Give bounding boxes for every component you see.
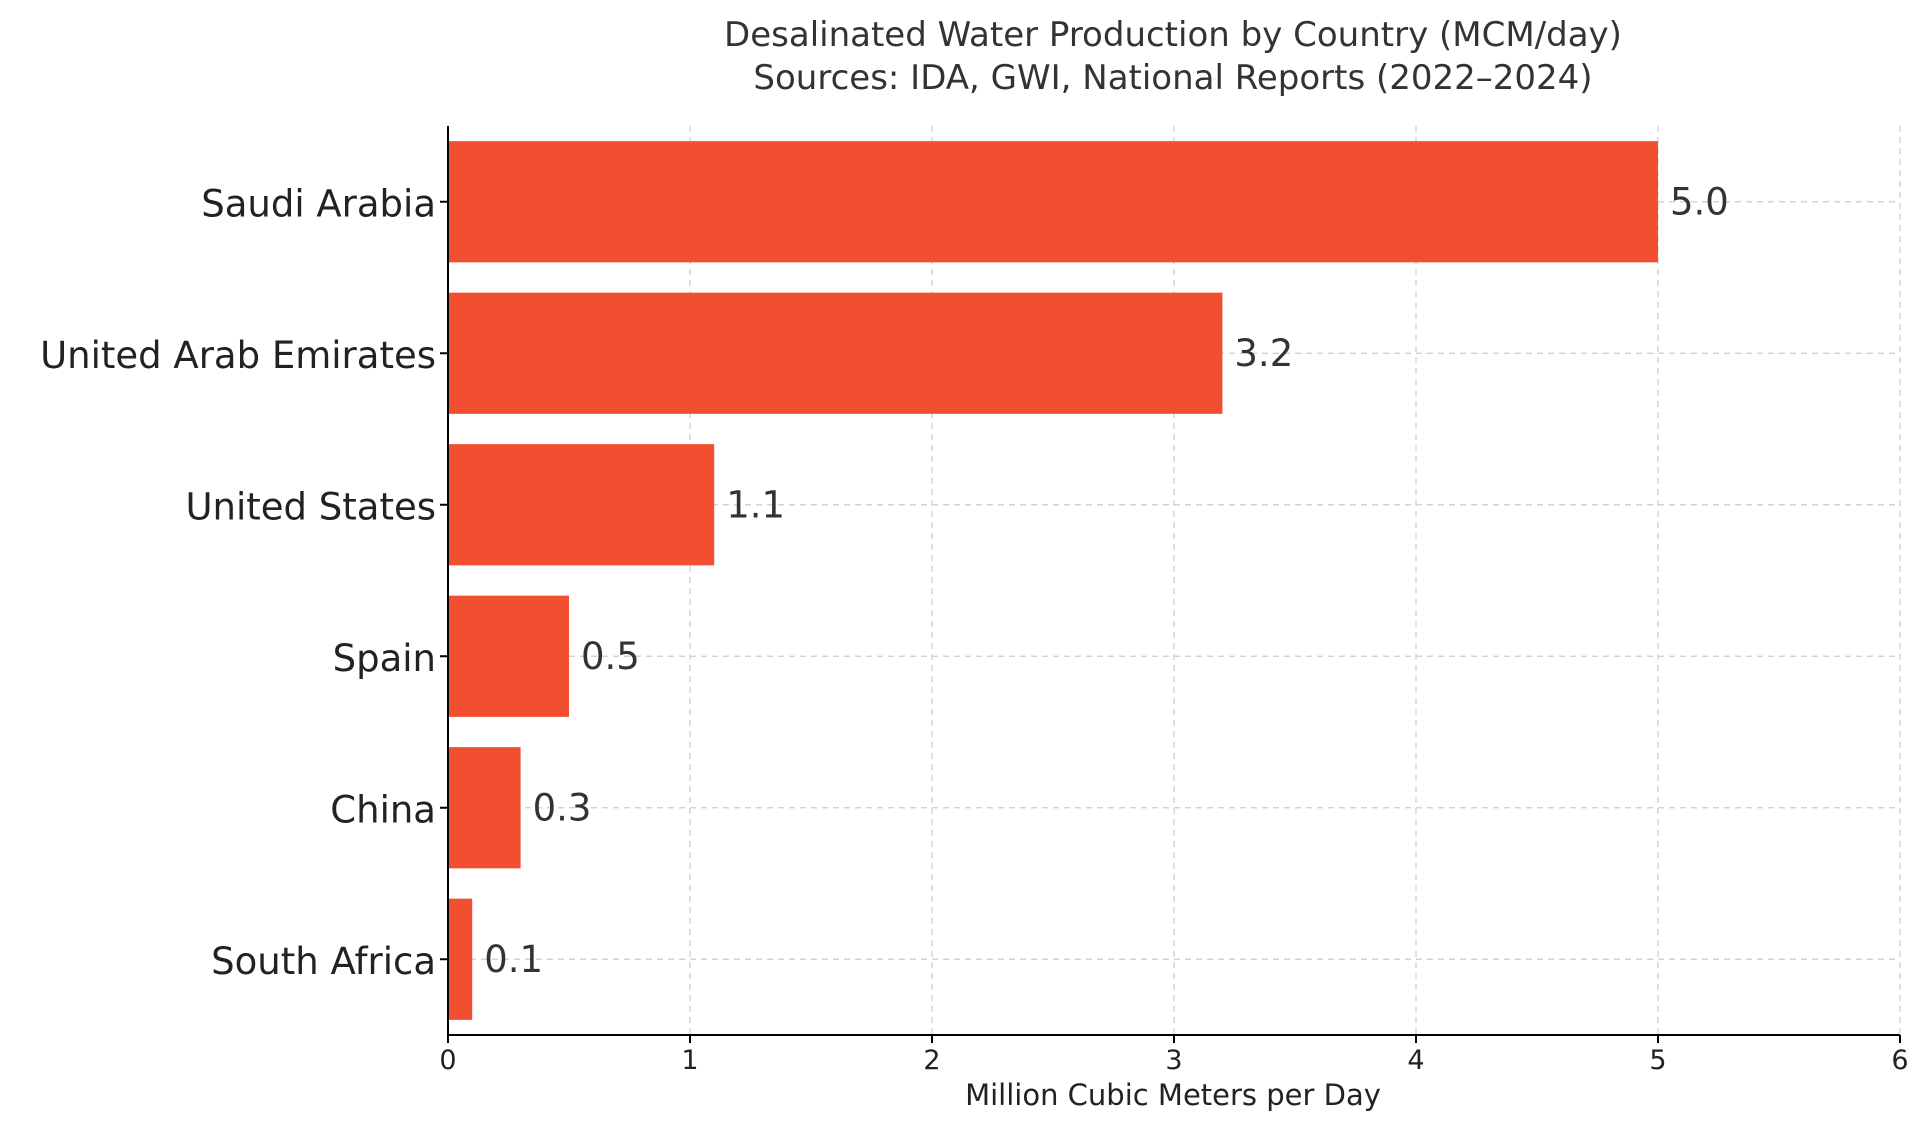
y-tick-label: South Africa bbox=[211, 940, 436, 983]
x-tick-label: 3 bbox=[1165, 1045, 1182, 1076]
y-tick-label: Saudi Arabia bbox=[201, 182, 436, 225]
x-tick-label: 5 bbox=[1649, 1045, 1666, 1076]
x-tick-label: 6 bbox=[1891, 1045, 1908, 1076]
data-label: 3.2 bbox=[1234, 332, 1293, 375]
grid-lines bbox=[448, 126, 1901, 1035]
labels: 5.0 Saudi Arabia 3.2 United Arab Emirates 1.… bbox=[40, 180, 1909, 1076]
data-label: 0.1 bbox=[484, 938, 543, 981]
y-tick-label: China bbox=[330, 788, 436, 831]
axes bbox=[440, 126, 1901, 1043]
bar-china bbox=[448, 747, 521, 869]
chart-title: Desalinated Water Production by Country … bbox=[724, 15, 1622, 55]
data-label: 0.5 bbox=[581, 635, 640, 678]
y-tick-label: United Arab Emirates bbox=[40, 334, 436, 377]
bar-united-arab-emirates bbox=[448, 292, 1223, 414]
bars bbox=[448, 141, 1658, 1020]
bar-spain bbox=[448, 595, 569, 717]
x-tick-label: 1 bbox=[681, 1045, 698, 1076]
bar-saudi-arabia bbox=[448, 141, 1658, 263]
data-label: 5.0 bbox=[1670, 180, 1729, 223]
y-tick-label: Spain bbox=[333, 637, 436, 680]
chart-subtitle: Sources: IDA, GWI, National Reports (202… bbox=[753, 58, 1592, 98]
y-tick-label: United States bbox=[185, 485, 436, 528]
bar-south-africa bbox=[448, 898, 473, 1020]
x-tick-label: 0 bbox=[439, 1045, 456, 1076]
bar-united-states bbox=[448, 444, 715, 566]
data-label: 1.1 bbox=[726, 483, 785, 526]
x-axis-label: Million Cubic Meters per Day bbox=[965, 1078, 1381, 1112]
x-tick-label: 4 bbox=[1407, 1045, 1424, 1076]
data-label: 0.3 bbox=[533, 786, 592, 829]
x-tick-label: 2 bbox=[923, 1045, 940, 1076]
